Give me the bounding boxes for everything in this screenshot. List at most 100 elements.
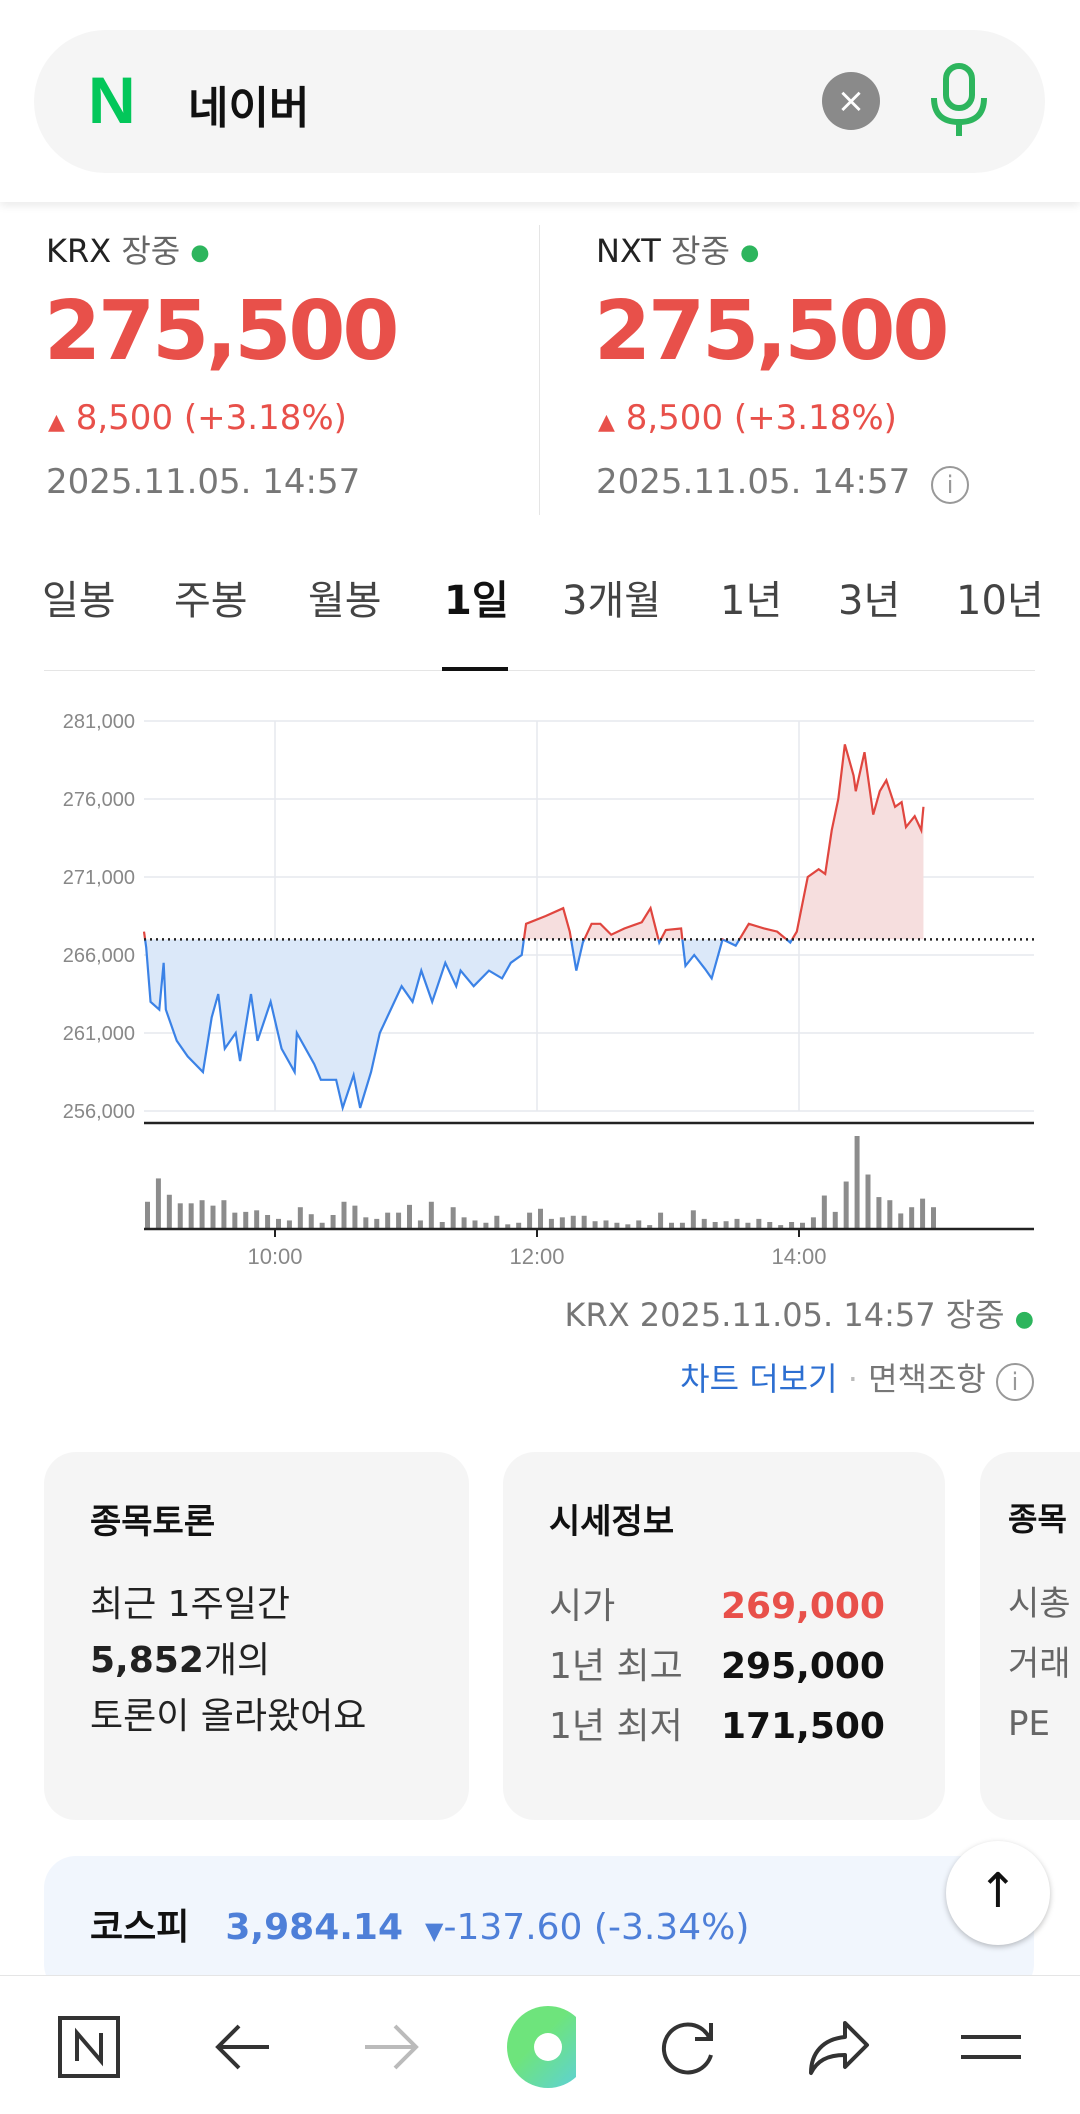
- tab-1year[interactable]: 1년: [720, 578, 783, 624]
- share-icon: [809, 2021, 869, 2075]
- volume-bar: [374, 1218, 380, 1229]
- tab-3months[interactable]: 3개월: [562, 578, 662, 624]
- volume-bar: [821, 1195, 827, 1229]
- market-name: KRX: [46, 232, 112, 270]
- kospi-ticker[interactable]: 코스피 3,984.14 ▼-137.60 (-3.34%): [44, 1856, 1034, 1996]
- volume-bar: [428, 1201, 434, 1229]
- volume-bar: [767, 1221, 773, 1229]
- info-icon[interactable]: i: [931, 466, 970, 504]
- volume-bar: [199, 1200, 205, 1229]
- tab-1day[interactable]: 1일: [444, 578, 509, 624]
- share-button[interactable]: [803, 2012, 873, 2082]
- volume-bar: [679, 1222, 685, 1229]
- y-tick-label: 266,000: [63, 945, 135, 967]
- y-tick-label: 256,000: [63, 1101, 135, 1123]
- y-tick-label: 281,000: [63, 711, 135, 733]
- volume-bar: [592, 1221, 598, 1229]
- info-icon[interactable]: i: [996, 1363, 1034, 1401]
- tab-daily[interactable]: 일봉: [42, 578, 116, 624]
- clear-icon[interactable]: ×: [822, 72, 880, 130]
- card-title: 시세정보: [549, 1502, 675, 1542]
- tab-3years[interactable]: 3년: [838, 578, 901, 624]
- nxt-datetime: 2025.11.05. 14:57 i: [596, 462, 970, 504]
- green-dot-button[interactable]: [506, 2006, 576, 2088]
- stock-info-card[interactable]: 종목 시총 거래 PE: [980, 1452, 1080, 1820]
- tab-10years[interactable]: 10년: [956, 578, 1044, 624]
- volume-bar: [516, 1222, 522, 1229]
- discussion-summary: 최근 1주일간 5,852개의 토론이 올라왔어요: [90, 1584, 367, 1737]
- status-dot-icon: ●: [740, 240, 760, 266]
- market-status: 장중: [671, 232, 730, 270]
- bottom-nav: [0, 1975, 1080, 2114]
- card-title: 종목토론: [90, 1502, 216, 1542]
- y-tick-label: 271,000: [63, 867, 135, 889]
- forward-button[interactable]: [356, 2012, 426, 2082]
- down-area: [144, 939, 924, 1108]
- discussion-card[interactable]: 종목토론 최근 1주일간 5,852개의 토론이 올라왔어요: [44, 1452, 469, 1820]
- search-input[interactable]: 네이버: [188, 83, 310, 134]
- volume-bar: [210, 1205, 216, 1229]
- volume-bar: [843, 1181, 849, 1229]
- info-row-52w-low: 1년 최저 171,500: [549, 1706, 885, 1747]
- chart-links: 차트 더보기 · 면책조항 i: [680, 1354, 1034, 1401]
- volume-bar: [483, 1222, 489, 1229]
- info-row: 시총: [1008, 1584, 1071, 1624]
- krx-change: ▲ 8,500 (+3.18%): [48, 398, 347, 438]
- nxt-change: ▲ 8,500 (+3.18%): [598, 398, 897, 438]
- market-name: NXT: [596, 232, 661, 270]
- naver-logo[interactable]: N: [88, 63, 136, 137]
- nxt-price: 275,500: [594, 284, 949, 379]
- info-row: PE: [1008, 1704, 1050, 1744]
- price-line-down: [143, 939, 794, 1112]
- volume-bar: [723, 1221, 729, 1229]
- volume-bar: [909, 1207, 915, 1229]
- volume-bar: [155, 1178, 161, 1229]
- volume-bar: [276, 1218, 281, 1229]
- up-triangle-icon: ▲: [48, 410, 65, 435]
- volume-bar: [254, 1210, 260, 1229]
- tab-monthly[interactable]: 월봉: [308, 578, 382, 624]
- refresh-button[interactable]: [654, 2012, 724, 2082]
- x-tick-label: 10:00: [247, 1244, 302, 1269]
- volume-bar: [745, 1222, 751, 1229]
- volume-bar: [920, 1198, 926, 1229]
- volume-bar: [669, 1222, 674, 1229]
- nxt-market-label: NXT 장중 ●: [596, 226, 759, 272]
- naver-n-icon: [58, 2016, 120, 2078]
- volume-bar: [221, 1200, 227, 1229]
- volume-bar: [439, 1221, 445, 1229]
- volume-bar: [559, 1217, 565, 1229]
- volume-bar: [494, 1215, 500, 1229]
- volume-bar: [145, 1201, 150, 1229]
- volume-bar: [701, 1218, 707, 1229]
- volume-bar: [876, 1197, 882, 1229]
- refresh-icon: [661, 2022, 713, 2075]
- volume-bar: [352, 1205, 358, 1229]
- search-bar[interactable]: [34, 30, 1045, 173]
- status-dot-icon: ●: [190, 240, 210, 266]
- volume-bar: [527, 1212, 533, 1229]
- active-tab-indicator: [442, 667, 508, 671]
- volume-bar: [789, 1221, 795, 1229]
- back-button[interactable]: [208, 2012, 278, 2082]
- disclaimer-link[interactable]: 면책조항: [868, 1360, 986, 1398]
- card-title: 종목: [1008, 1500, 1067, 1538]
- menu-button[interactable]: [956, 2012, 1026, 2082]
- arrow-right-icon: [365, 2024, 419, 2070]
- price-line-up: [142, 744, 925, 940]
- volume-bar: [800, 1222, 805, 1229]
- tab-weekly[interactable]: 주봉: [174, 578, 248, 624]
- quote-info-card[interactable]: 시세정보 시가 269,000 1년 최고 295,000 1년 최저 171,500: [503, 1452, 945, 1820]
- scroll-to-top-button[interactable]: ↑: [946, 1841, 1050, 1945]
- volume-bar: [636, 1220, 642, 1229]
- volume-bar: [330, 1214, 336, 1229]
- intraday-chart[interactable]: 281,000 276,000 271,000 266,000 261,000 256,0…: [0, 690, 1080, 1280]
- info-row-52w-high: 1년 최고 295,000: [549, 1646, 885, 1687]
- volume-bar: [548, 1218, 554, 1229]
- volume-bar: [614, 1222, 620, 1229]
- chart-more-link[interactable]: 차트 더보기: [680, 1360, 838, 1398]
- index-change: ▼-137.60 (-3.34%): [425, 1907, 750, 1948]
- naver-home-button[interactable]: [54, 2012, 124, 2082]
- volume-bar: [647, 1225, 653, 1229]
- microphone-icon[interactable]: [924, 60, 994, 140]
